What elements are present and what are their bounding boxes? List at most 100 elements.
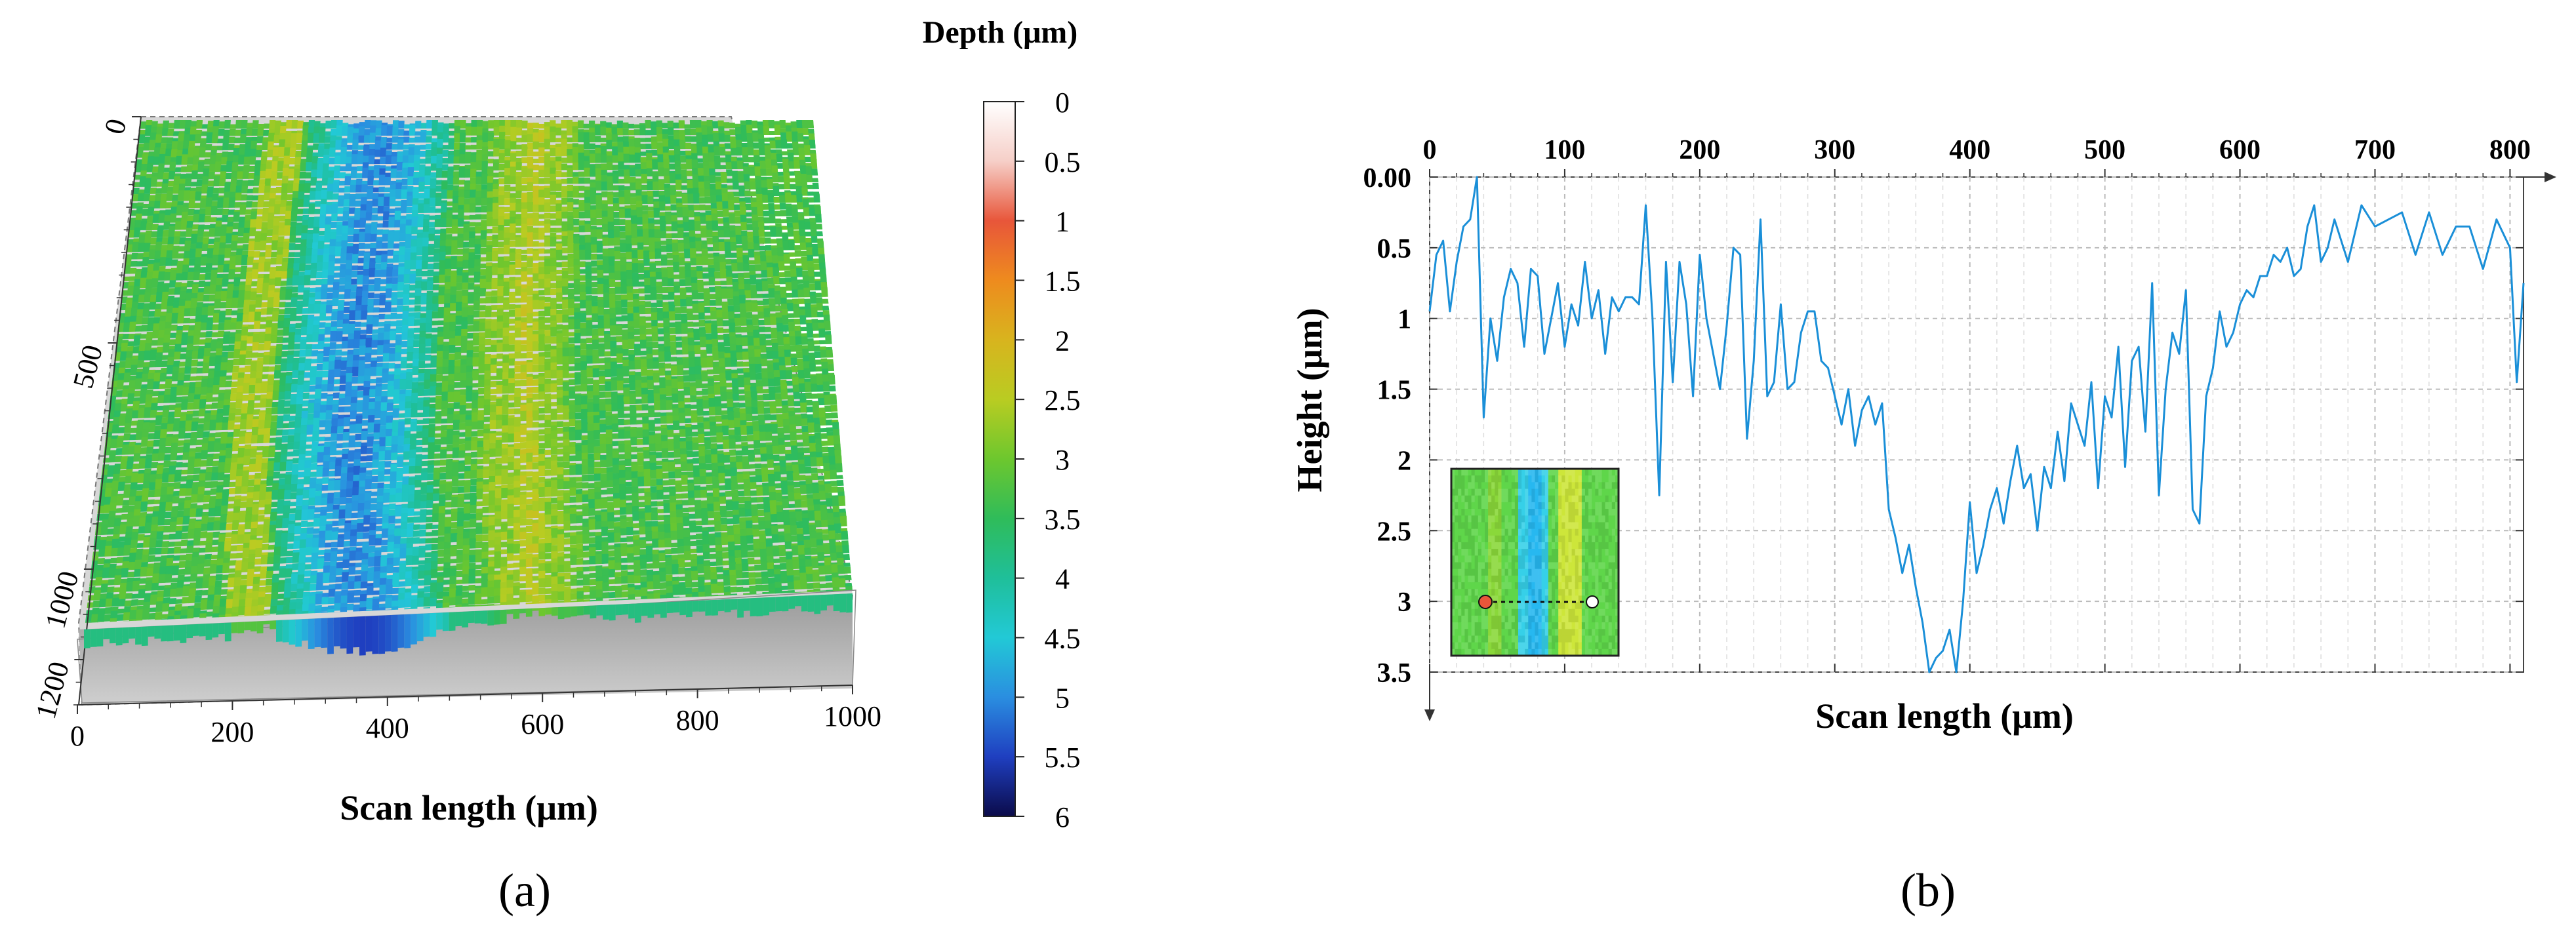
surface-cell (347, 127, 354, 136)
surface-cell (149, 195, 156, 201)
surface-cell (445, 275, 451, 283)
surface-cell (636, 217, 643, 225)
surface-cell (514, 380, 521, 387)
surface-cell (188, 393, 195, 403)
surface-cell (304, 275, 311, 286)
surface-cell (568, 319, 575, 330)
surface-cell (515, 144, 522, 149)
surface-cell (504, 175, 511, 185)
surface-cell (703, 288, 710, 300)
surface-cell (302, 308, 309, 314)
surface-cell (463, 232, 470, 241)
surface-cell (613, 203, 620, 212)
surface-cell (755, 363, 762, 374)
surface-cell (405, 408, 412, 418)
surface-cell (586, 305, 593, 315)
surface-cell (760, 169, 767, 176)
surface-cell (352, 367, 359, 377)
surface-cell (609, 300, 616, 308)
surface-cell (241, 120, 248, 129)
surface-cell (449, 344, 456, 353)
surface-cell (656, 300, 664, 308)
surface-cell (383, 331, 391, 341)
surface-cell (533, 204, 539, 212)
surface-cell (677, 365, 684, 376)
surface-cell (760, 261, 767, 271)
surface-cell (402, 319, 409, 327)
surface-cell (660, 221, 666, 231)
surface-cell (430, 357, 437, 368)
surface-cell (623, 396, 630, 405)
surface-cell (332, 298, 339, 307)
surface-cell (424, 363, 432, 368)
surface-cell (163, 394, 171, 403)
surface-cell (274, 127, 281, 136)
surface-cell (283, 327, 290, 336)
surface-cell (435, 209, 441, 213)
surface-cell (527, 285, 533, 296)
surface-cell (555, 183, 562, 191)
surface-cell (769, 391, 776, 400)
surface-cell (288, 169, 295, 179)
surface-cell (577, 120, 584, 129)
surface-cell (763, 226, 771, 230)
surface-cell (429, 408, 436, 417)
surface-cell (711, 332, 718, 340)
surface-cell (615, 307, 622, 315)
surface-cell (426, 136, 432, 143)
surface-cell (515, 162, 522, 170)
surface-cell (230, 388, 238, 395)
surface-cell (533, 250, 539, 261)
surface-cell (363, 135, 371, 143)
surface-cell (331, 221, 338, 228)
surface-cell (289, 415, 296, 422)
surface-cell (211, 206, 218, 216)
surface-cell (567, 137, 573, 143)
surface-cell (619, 226, 626, 232)
surface-cell (747, 336, 755, 346)
surface-cell (798, 220, 805, 230)
surface-cell (159, 384, 167, 389)
surface-cell (196, 367, 204, 374)
surface-cell (590, 209, 597, 218)
surface-cell (408, 316, 415, 327)
surface-cell (568, 373, 575, 378)
surface-cell (544, 351, 552, 358)
surface-cell (350, 184, 357, 193)
surface-cell (449, 303, 456, 311)
surface-cell (416, 247, 423, 256)
surface-cell (609, 287, 616, 294)
surface-cell (584, 189, 591, 198)
surface-cell (165, 202, 172, 209)
surface-cell (470, 169, 477, 178)
surface-cell (493, 179, 499, 185)
surface-cell (674, 146, 681, 156)
surface-cell (246, 195, 253, 201)
surface-cell (430, 172, 437, 178)
surface-cell (632, 249, 638, 260)
surface-cell (173, 120, 181, 129)
surface-cell (639, 325, 647, 335)
surface-cell (439, 274, 445, 283)
surface-cell (350, 285, 357, 292)
surface-cell (515, 176, 522, 184)
surface-cell (555, 127, 562, 136)
surface-cell (638, 281, 645, 287)
surface-cell (510, 141, 517, 149)
surface-cell (555, 138, 562, 143)
surface-cell (201, 315, 208, 323)
surface-cell (346, 151, 353, 157)
surface-cell (243, 233, 250, 244)
surface-cell (267, 141, 274, 150)
surface-cell (144, 184, 151, 194)
surface-cell (205, 263, 212, 273)
surface-cell (460, 389, 467, 395)
surface-cell (767, 178, 774, 189)
surface-cell (179, 353, 187, 360)
surface-cell (383, 196, 390, 207)
surface-cell (203, 224, 211, 230)
surface-cell (532, 401, 539, 407)
surface-cell (334, 155, 341, 165)
surface-cell (321, 384, 329, 392)
surface-cell (605, 381, 612, 391)
